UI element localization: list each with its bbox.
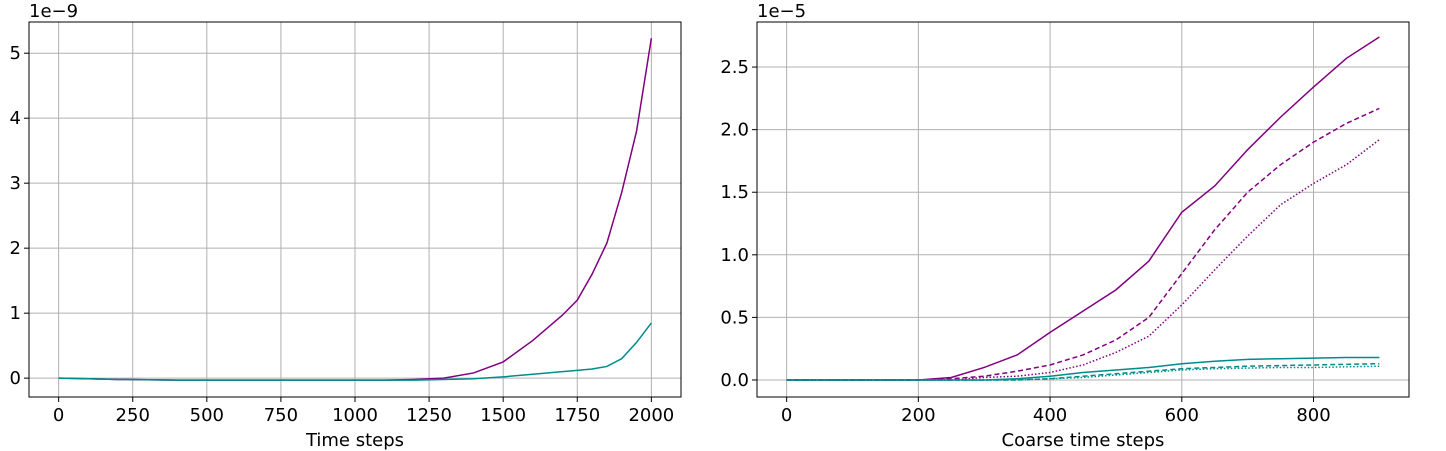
x-tick-label: 2000 bbox=[628, 405, 674, 426]
y-tick-label: 0 bbox=[10, 368, 21, 389]
y-tick-label: 1 bbox=[10, 303, 21, 324]
y-tick-label: 2.0 bbox=[720, 120, 749, 141]
y-tick-label: 0.0 bbox=[720, 370, 749, 391]
y-tick-label: 3 bbox=[10, 173, 21, 194]
x-tick-label: 500 bbox=[190, 405, 224, 426]
x-tick-label: 600 bbox=[1165, 405, 1199, 426]
y-tick-label: 1.0 bbox=[720, 245, 749, 266]
y-tick-label: 0.5 bbox=[720, 307, 749, 328]
y-tick-label: 2 bbox=[10, 238, 21, 259]
x-tick-label: 1000 bbox=[332, 405, 378, 426]
y-tick-label: 5 bbox=[10, 43, 21, 64]
data-line bbox=[786, 139, 1380, 381]
axis-offset: 1e−9 bbox=[29, 1, 78, 22]
x-tick-label: 750 bbox=[264, 405, 298, 426]
data-line bbox=[786, 36, 1380, 381]
x-tick-label: 1250 bbox=[406, 405, 452, 426]
x-tick-label: 200 bbox=[901, 405, 935, 426]
x-tick-label: 800 bbox=[1296, 405, 1330, 426]
plot-frame bbox=[756, 21, 1410, 398]
x-tick-label: 250 bbox=[116, 405, 150, 426]
x-tick-label: 1500 bbox=[480, 405, 526, 426]
y-tick-label: 1.5 bbox=[720, 182, 749, 203]
plot-frame bbox=[28, 21, 682, 398]
y-tick-label: 2.5 bbox=[720, 57, 749, 78]
x-tick-label: 0 bbox=[781, 405, 792, 426]
x-tick-label: 1750 bbox=[554, 405, 600, 426]
x-tick-label: 0 bbox=[53, 405, 64, 426]
data-line bbox=[786, 107, 1380, 381]
x-tick-label: 400 bbox=[1033, 405, 1067, 426]
x-axis-label: Coarse time steps bbox=[1002, 430, 1165, 451]
data-line bbox=[786, 365, 1380, 381]
axis-offset: 1e−5 bbox=[757, 1, 806, 22]
data-line bbox=[58, 322, 652, 381]
x-axis-label: Time steps bbox=[305, 430, 404, 451]
y-tick-label: 4 bbox=[10, 108, 21, 129]
